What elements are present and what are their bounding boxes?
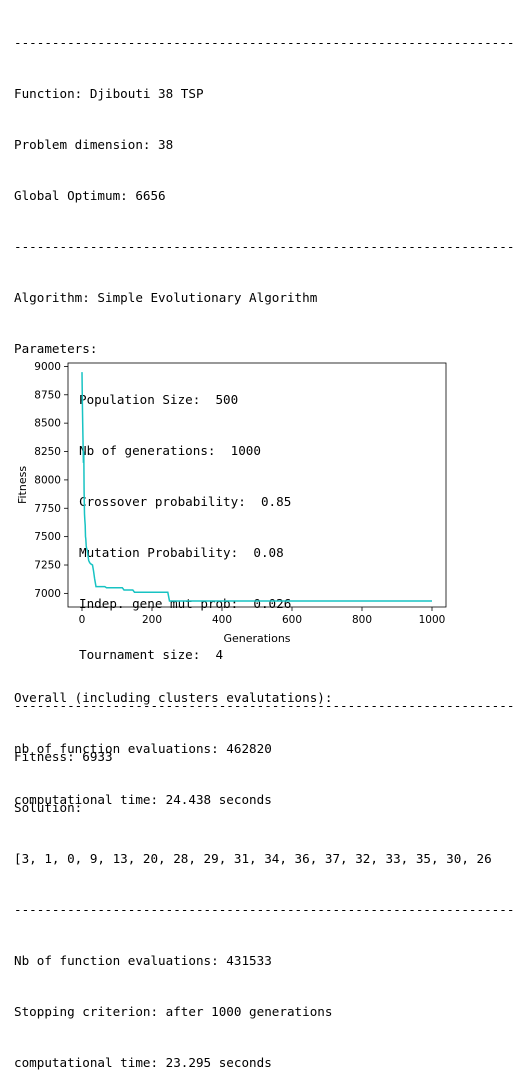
x-tick-label: 800 [352, 614, 372, 626]
x-tick-label: 200 [142, 614, 162, 626]
function-name: Function: Djibouti 38 TSP [14, 86, 204, 101]
algorithm-name: Algorithm: Simple Evolutionary Algorithm [14, 290, 318, 305]
x-tick-label: 600 [282, 614, 302, 626]
param-generations: Nb of generations: 1000 [79, 443, 261, 458]
separator: ----------------------------------------… [14, 239, 515, 254]
overall-time: computational time: 24.438 seconds [14, 792, 272, 807]
param-tournament-size: Tournament size: 4 [79, 647, 224, 662]
y-tick-label: 7750 [34, 503, 61, 515]
stopping-criterion: Stopping criterion: after 1000 generatio… [14, 1004, 333, 1019]
separator: ----------------------------------------… [14, 35, 515, 50]
solution-vector: [3, 1, 0, 9, 13, 20, 28, 29, 31, 34, 36,… [14, 851, 492, 866]
separator: ----------------------------------------… [14, 902, 515, 917]
overall-output: Overall (including clusters evalutations… [14, 655, 332, 825]
problem-dimension: Problem dimension: 38 [14, 137, 174, 152]
overall-title: Overall (including clusters evalutations… [14, 690, 333, 705]
param-population-size: Population Size: 500 [79, 392, 239, 407]
y-tick-label: 7000 [34, 588, 61, 600]
x-axis-label: Generations [223, 632, 290, 645]
y-tick-label: 9000 [34, 361, 61, 373]
series-line-fitness [81, 372, 432, 602]
param-mutation-probability: Mutation Probability: 0.08 [79, 545, 284, 560]
y-tick-label: 8000 [34, 474, 61, 486]
plot-frame [67, 362, 447, 608]
x-tick-label: 400 [212, 614, 232, 626]
fitness-chart: 7000 7250 7500 7750 8000 8250 8500 8750 9000 0 20… [16, 361, 447, 645]
y-tick-label: 8500 [34, 418, 61, 430]
overall-evaluations: nb of function evaluations: 462820 [14, 741, 272, 756]
x-tick-label: 1000 [419, 614, 446, 626]
y-tick-label: 8250 [34, 446, 61, 458]
y-axis-label: Fitness [16, 466, 29, 504]
y-tick-label: 7500 [34, 531, 61, 543]
parameters-label: Parameters: [14, 341, 98, 356]
separator: ----------------------------------------… [14, 698, 515, 713]
y-tick-label: 7250 [34, 560, 61, 572]
x-tick-label: 0 [79, 614, 86, 626]
param-crossover-probability: Crossover probability: 0.85 [79, 494, 292, 509]
y-tick-label: 8750 [34, 389, 61, 401]
global-optimum: Global Optimum: 6656 [14, 188, 166, 203]
computational-time: computational time: 23.295 seconds [14, 1055, 272, 1070]
function-evaluations: Nb of function evaluations: 431533 [14, 953, 272, 968]
